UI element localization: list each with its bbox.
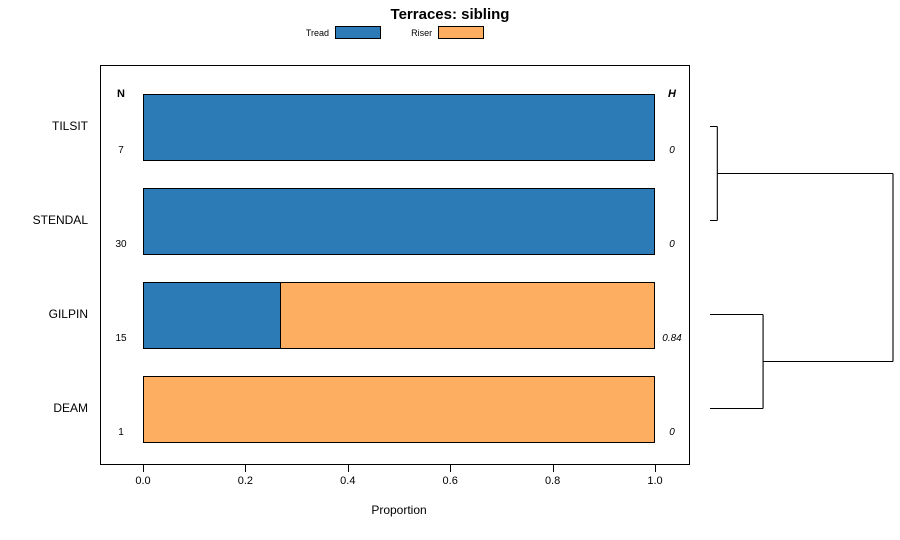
category-label-stendal: STENDAL xyxy=(32,212,88,227)
n-value: 30 xyxy=(115,239,127,250)
legend-label-tread: Tread xyxy=(305,27,330,38)
dendrogram xyxy=(710,125,894,410)
x-tick-mark xyxy=(245,465,247,472)
h-value: 0 xyxy=(669,427,675,438)
x-axis-label: Proportion xyxy=(371,503,427,517)
x-tick-mark xyxy=(655,465,656,472)
dendrogram-lines xyxy=(710,125,894,410)
h-value: 0.84 xyxy=(662,333,682,344)
x-tick-label: 0.0 xyxy=(135,475,151,487)
bar-tilsit xyxy=(143,94,655,161)
x-tick-label: 0.4 xyxy=(340,475,356,487)
x-tick-label: 0.8 xyxy=(544,475,561,487)
legend-label-riser: Riser xyxy=(411,27,433,38)
n-value: 15 xyxy=(115,333,127,344)
category-label-deam: DEAM xyxy=(53,400,88,415)
category-label-gilpin: GILPIN xyxy=(48,306,88,321)
legend: Tread Riser xyxy=(100,26,690,39)
bar-segment-tread xyxy=(144,283,281,348)
plot-area: 7 0 30 0 15 0.84 1 0 N H xyxy=(100,65,690,465)
x-tick-mark xyxy=(552,465,554,472)
x-tick-label: 0.2 xyxy=(237,475,254,487)
bar-segment-tread xyxy=(144,95,654,160)
x-tick-label: 1.0 xyxy=(647,475,663,487)
n-value: 7 xyxy=(118,145,124,156)
x-tick-mark xyxy=(347,465,349,472)
n-column-header: N xyxy=(117,88,125,100)
bar-gilpin xyxy=(143,282,655,349)
n-value: 1 xyxy=(118,427,124,438)
h-column-header: H xyxy=(668,88,676,100)
legend-item-riser: Riser xyxy=(411,26,485,39)
h-value: 0 xyxy=(669,239,675,250)
legend-item-tread: Tread xyxy=(305,26,382,39)
legend-swatch-riser xyxy=(438,26,485,39)
h-value: 0 xyxy=(669,145,675,156)
x-tick-label: 0.6 xyxy=(442,475,458,487)
chart-title: Terraces: sibling xyxy=(390,6,510,23)
bar-deam xyxy=(143,376,655,443)
bar-segment-riser xyxy=(280,283,654,348)
bar-stendal xyxy=(143,188,655,255)
legend-swatch-tread xyxy=(335,26,382,39)
category-label-tilsit: TILSIT xyxy=(51,118,88,133)
bar-segment-riser xyxy=(144,377,654,442)
bar-segment-tread xyxy=(144,189,654,254)
x-tick-mark xyxy=(450,465,452,472)
x-tick-mark xyxy=(143,465,144,472)
